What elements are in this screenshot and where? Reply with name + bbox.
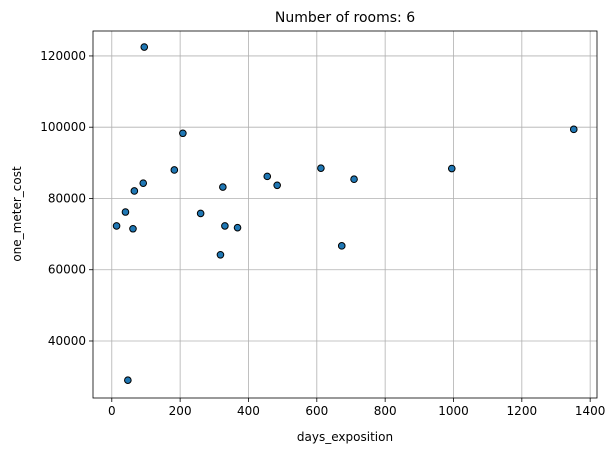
data-point [263,172,272,181]
data-point [317,164,325,172]
data-point [350,175,358,184]
data-point [124,376,132,384]
y-tick-label: 120000 [40,49,86,63]
data-point [140,43,149,51]
data-point [170,166,179,174]
data-points [112,43,578,384]
grid-lines [93,31,597,398]
x-tick-label: 0 [108,404,116,418]
x-tick-label: 1000 [438,404,469,418]
data-point [569,125,578,134]
data-point [121,208,130,216]
x-tick-label: 400 [237,404,260,418]
data-point [447,164,456,173]
data-point [219,183,227,191]
y-tick-label: 80000 [48,191,86,205]
x-tick-label: 200 [169,404,192,418]
y-tick-label: 60000 [48,263,86,277]
x-axis-label: days_exposition [297,430,393,444]
data-point [221,222,229,230]
x-tick-label: 1200 [507,404,538,418]
axis-ticks: 0 200 400 600 800 1000 1200 1400 40000 60000 80000… [40,49,605,418]
data-point [179,129,187,138]
data-point [129,224,137,233]
data-point [273,181,281,190]
y-axis-label: one_meter_cost [10,166,24,262]
y-tick-label: 100000 [40,120,86,134]
data-point [112,222,121,230]
x-tick-label: 800 [374,404,397,418]
chart-title: Number of rooms: 6 [275,10,415,26]
x-tick-label: 1400 [575,404,606,418]
data-point [337,242,346,250]
data-point [130,187,139,195]
data-point [233,223,242,232]
data-point [139,179,148,187]
plot-frame [92,30,598,399]
y-tick-label: 40000 [48,334,86,348]
data-point [216,250,225,259]
x-tick-label: 600 [305,404,328,418]
data-point [196,209,205,218]
